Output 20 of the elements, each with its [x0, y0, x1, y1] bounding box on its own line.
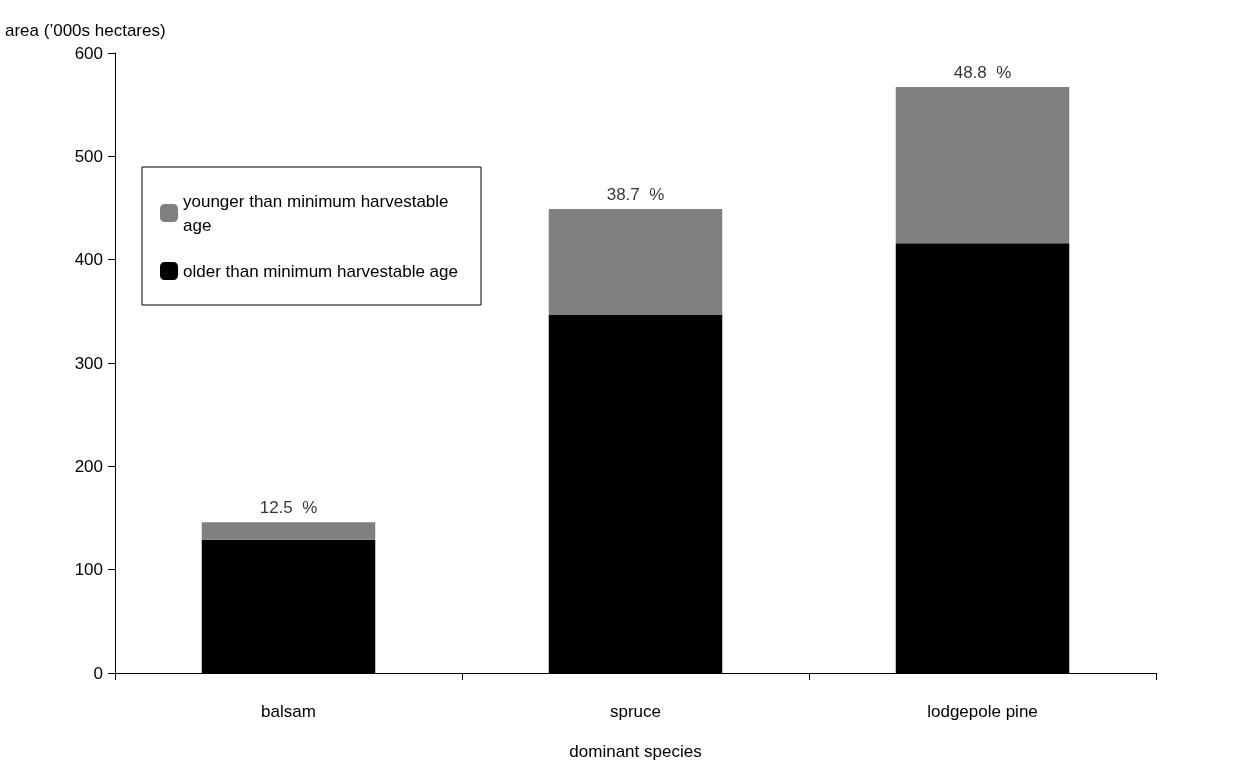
y-tick-label: 500 [74, 146, 103, 166]
y-tick-label: 400 [74, 250, 103, 270]
y-tick-label: 300 [74, 353, 103, 373]
y-tick-label: 200 [74, 456, 103, 476]
y-tick-label: 0 [93, 663, 103, 683]
bar [548, 209, 723, 315]
bar [895, 87, 1070, 244]
legend-label: younger than minimum harvestable age [183, 191, 454, 235]
x-tick-label: lodgepole pine [927, 702, 1038, 721]
annotation: 48.8 % [953, 63, 1012, 83]
y-tick-label: 600 [74, 43, 103, 63]
annotation: 12.5 % [259, 498, 318, 518]
annotation: 38.7 % [606, 185, 665, 205]
x-tick-label: spruce [609, 702, 662, 721]
y-tick-label: 100 [74, 560, 103, 580]
y-axis-title: area (’000s hectares) [5, 21, 166, 40]
x-axis-title: dominant species [569, 742, 702, 761]
x-tick-label: balsam [261, 702, 316, 721]
bar [201, 522, 376, 540]
legend-label: older than minimum harvestable age [183, 261, 458, 281]
